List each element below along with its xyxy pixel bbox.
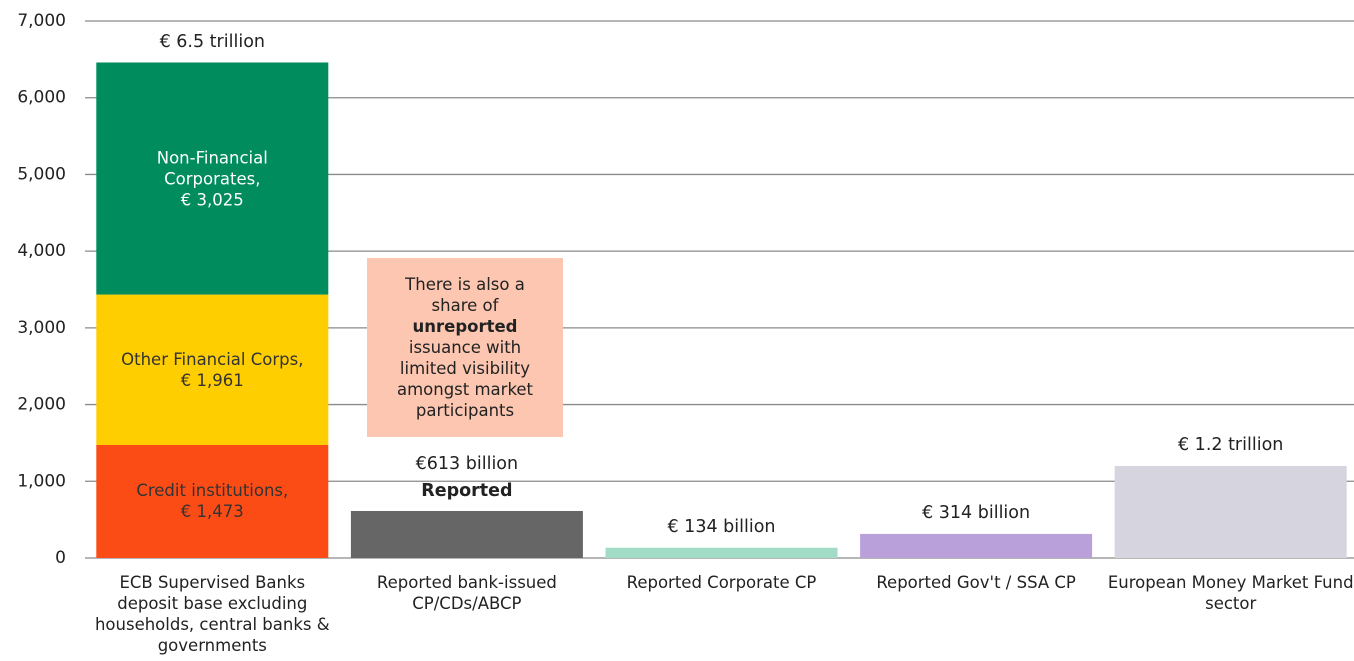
segment-name: Non-Financial Corporates, bbox=[156, 148, 268, 189]
y-tick-label: 1,000 bbox=[17, 471, 66, 491]
total-label: € 6.5 trillion bbox=[159, 31, 265, 52]
callout-bold: unreported bbox=[412, 317, 518, 336]
bar bbox=[1114, 465, 1347, 558]
segment-value: € 1,961 bbox=[180, 370, 244, 390]
value-label: € 1.2 trillion bbox=[1177, 434, 1284, 455]
bar bbox=[605, 547, 838, 558]
segment-name: Other Financial Corps, bbox=[121, 349, 304, 369]
segment-label: Credit institutions, € 1,473 bbox=[107, 480, 317, 522]
segment-value: € 3,025 bbox=[180, 190, 244, 210]
reported-label: Reported bbox=[421, 480, 513, 501]
x-tick-label: Reported Gov't / SSA CP bbox=[876, 573, 1076, 592]
bar bbox=[96, 444, 329, 558]
y-tick-label: 5,000 bbox=[17, 164, 66, 184]
x-tick-label: Reported bank-issued CP/CDs/ABCP bbox=[376, 573, 557, 613]
value-label: € 134 billion bbox=[667, 516, 776, 537]
callout: There is also a share of unreported issu… bbox=[367, 258, 563, 437]
x-tick-label: European Money Market Fund sector bbox=[1107, 573, 1354, 613]
y-tick-label: 6,000 bbox=[17, 88, 66, 108]
x-tick-label: Reported Corporate CP bbox=[626, 573, 817, 592]
bar bbox=[96, 294, 329, 445]
segment-label: Non-Financial Corporates, € 3,025 bbox=[107, 147, 317, 210]
y-tick-label: 2,000 bbox=[17, 395, 66, 415]
y-tick-label: 3,000 bbox=[17, 318, 66, 338]
value-label: € 314 billion bbox=[922, 502, 1031, 523]
callout-text: There is also a share of bbox=[405, 275, 525, 315]
segment-name: Credit institutions, bbox=[136, 481, 289, 501]
bar bbox=[350, 510, 583, 558]
segment-value: € 1,473 bbox=[180, 502, 244, 522]
value-label: €613 billion bbox=[415, 453, 519, 474]
y-tick-label: 0 bbox=[55, 548, 66, 568]
callout-text: issuance with limited visibility amongst… bbox=[396, 338, 534, 420]
y-tick-label: 4,000 bbox=[17, 241, 66, 261]
x-tick-label: ECB Supervised Banks deposit base exclud… bbox=[94, 573, 330, 655]
bar bbox=[860, 533, 1093, 558]
y-tick-label: 7,000 bbox=[17, 11, 66, 31]
bar bbox=[96, 62, 329, 295]
segment-label: Other Financial Corps, € 1,961 bbox=[107, 349, 317, 391]
